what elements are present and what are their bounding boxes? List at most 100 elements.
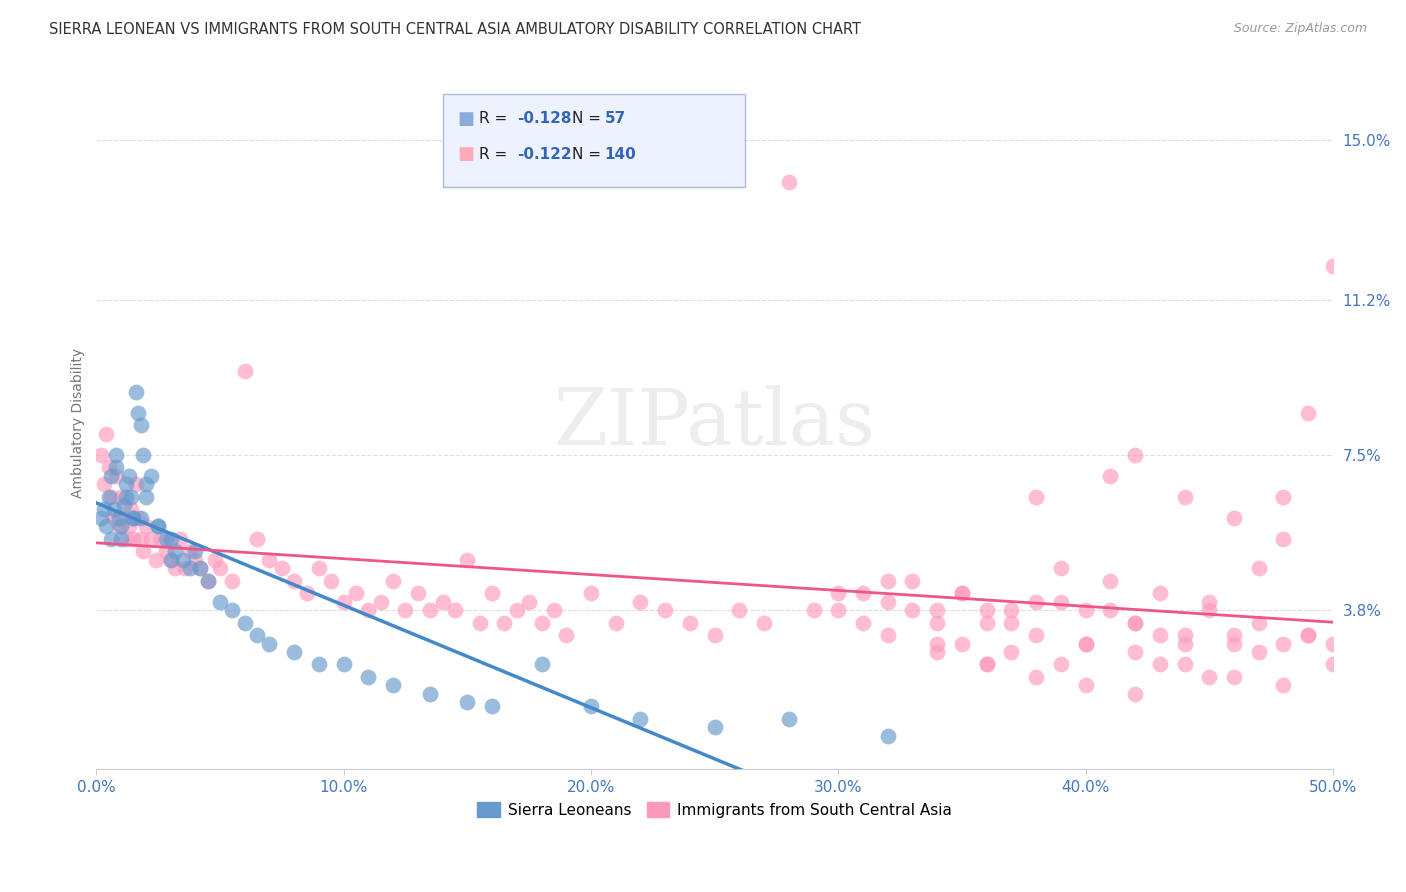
Point (165, 561, 187, 575)
Point (1272, 490, 1295, 504)
Point (703, 628, 725, 642)
Point (105, 448, 128, 462)
Point (90, 510, 112, 524)
Point (481, 699, 503, 714)
Point (950, 636, 973, 650)
Point (1099, 603, 1122, 617)
Text: ZIPatlas: ZIPatlas (554, 385, 876, 461)
Point (149, 532, 172, 546)
Point (259, 636, 281, 650)
Text: ■: ■ (457, 110, 474, 128)
Point (876, 729, 898, 743)
Point (112, 510, 135, 524)
Point (1025, 670, 1047, 684)
Point (197, 574, 219, 588)
Point (1000, 645, 1022, 659)
Point (132, 544, 155, 558)
Text: 57: 57 (605, 112, 626, 126)
Point (927, 603, 949, 617)
Point (752, 615, 775, 630)
Point (97, 490, 120, 504)
Point (117, 519, 139, 533)
Point (827, 586, 849, 600)
Point (115, 532, 138, 546)
Point (208, 561, 231, 575)
Point (1223, 628, 1246, 642)
Point (630, 712, 652, 726)
Text: R =: R = (479, 112, 513, 126)
Point (110, 490, 132, 504)
Point (1223, 670, 1246, 684)
Point (579, 586, 602, 600)
Point (876, 594, 898, 608)
Point (1074, 636, 1097, 650)
Point (703, 720, 725, 734)
Point (1272, 636, 1295, 650)
Point (481, 586, 503, 600)
Point (803, 603, 825, 617)
Point (107, 519, 129, 533)
Point (530, 615, 553, 630)
Point (1223, 636, 1246, 650)
Point (179, 544, 201, 558)
Point (876, 574, 898, 588)
Point (432, 594, 454, 608)
Point (357, 603, 380, 617)
Point (270, 561, 292, 575)
Point (1025, 628, 1047, 642)
Point (135, 477, 157, 491)
Point (1000, 603, 1022, 617)
Point (1296, 628, 1319, 642)
Point (778, 175, 800, 189)
Point (543, 603, 565, 617)
Point (139, 468, 162, 483)
Point (122, 510, 145, 524)
Point (1123, 615, 1146, 630)
Legend: Sierra Leoneans, Immigrants from South Central Asia: Sierra Leoneans, Immigrants from South C… (471, 796, 957, 824)
Point (1025, 594, 1047, 608)
Point (110, 532, 132, 546)
Point (1123, 687, 1146, 701)
Point (1296, 628, 1319, 642)
Point (1198, 603, 1220, 617)
Point (129, 418, 152, 433)
Point (125, 477, 148, 491)
Point (125, 384, 148, 399)
Point (1272, 678, 1295, 692)
Point (579, 699, 602, 714)
Point (132, 448, 155, 462)
Point (530, 657, 553, 672)
Point (406, 586, 429, 600)
Point (654, 603, 676, 617)
Point (778, 712, 800, 726)
Point (468, 615, 491, 630)
Text: SIERRA LEONEAN VS IMMIGRANTS FROM SOUTH CENTRAL ASIA AMBULATORY DISABILITY CORRE: SIERRA LEONEAN VS IMMIGRANTS FROM SOUTH … (49, 22, 862, 37)
Point (148, 519, 170, 533)
Point (103, 502, 125, 516)
Point (148, 519, 170, 533)
Point (204, 552, 226, 566)
Point (370, 594, 392, 608)
Point (332, 594, 354, 608)
Point (135, 490, 157, 504)
Point (927, 636, 949, 650)
Point (1173, 490, 1195, 504)
Point (100, 490, 122, 504)
Point (456, 695, 478, 709)
Point (105, 460, 128, 475)
Point (852, 615, 875, 630)
Point (159, 552, 181, 566)
Point (107, 510, 129, 524)
Point (976, 657, 998, 672)
Point (679, 615, 702, 630)
Point (927, 645, 949, 659)
Point (344, 586, 367, 600)
Point (357, 670, 380, 684)
Point (876, 628, 898, 642)
Point (122, 532, 145, 546)
Text: N =: N = (572, 112, 606, 126)
Point (950, 586, 973, 600)
Point (122, 510, 145, 524)
Point (115, 477, 138, 491)
Point (283, 645, 305, 659)
